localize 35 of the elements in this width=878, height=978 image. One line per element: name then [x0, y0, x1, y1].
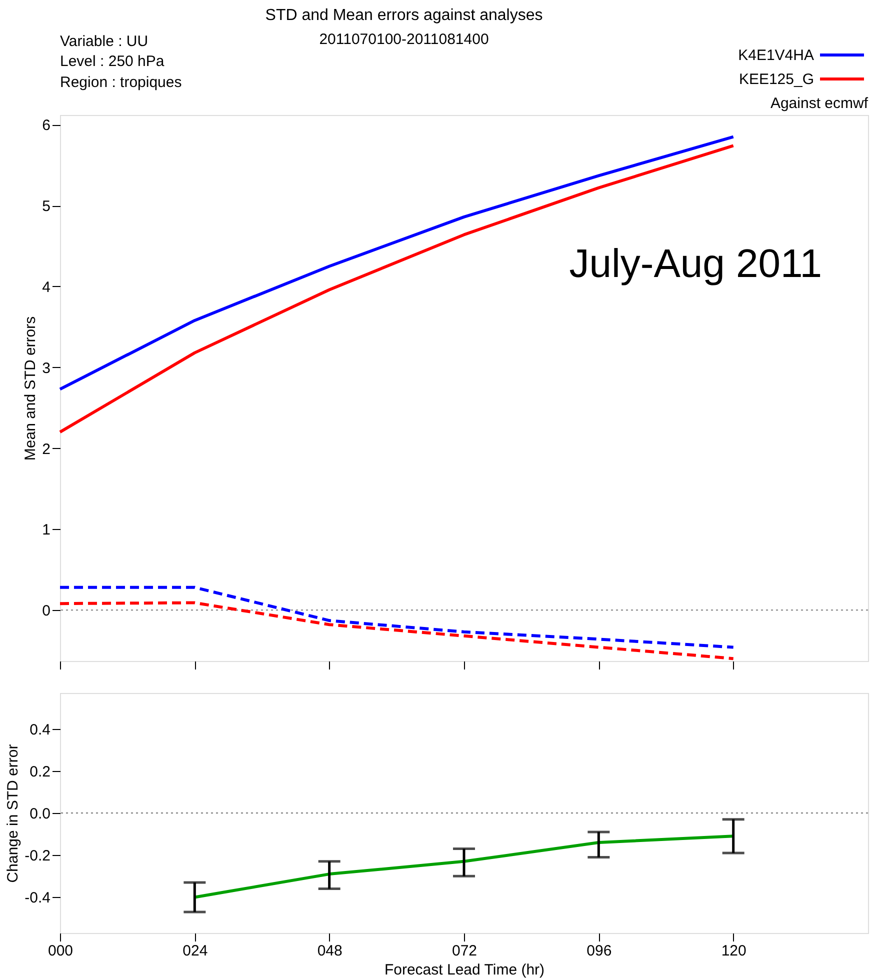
x-tick-label: 048 — [317, 942, 342, 960]
y-axis-title: Mean and STD errors — [22, 316, 40, 461]
text: Against ecmwf — [770, 95, 869, 112]
y-tick-label: 0.4 — [30, 721, 50, 738]
line-series — [58, 135, 735, 391]
x-axis-title: Forecast Lead Time (hr) — [384, 962, 545, 978]
y-tick-label: 3 — [42, 360, 50, 377]
y-axis-title: Change in STD error — [4, 744, 22, 883]
y-tick-label: 0 — [42, 602, 50, 620]
y-tick-label: 5 — [42, 198, 50, 216]
x-tick-label: 000 — [48, 942, 74, 960]
chart-subtitle: 2011070100-2011081400 — [319, 31, 489, 48]
text: Region : tropiques — [60, 74, 182, 91]
line-series — [193, 834, 735, 899]
y-tick-label: -0.4 — [24, 890, 50, 907]
annotation: July-Aug 2011 — [569, 242, 822, 286]
text: Level : 250 hPa — [60, 53, 165, 70]
legend-label: K4E1V4HA — [738, 47, 814, 64]
y-tick-label: 1 — [42, 522, 50, 539]
y-tick-label: 4 — [42, 278, 50, 296]
line-series — [58, 586, 735, 649]
y-tick-label: 0.2 — [30, 763, 50, 780]
chart-title: STD and Mean errors against analyses — [265, 7, 543, 24]
y-tick-label: -0.2 — [24, 848, 50, 865]
x-tick-label: 096 — [586, 942, 612, 960]
x-tick-label: 024 — [182, 942, 208, 960]
legend-label: KEE125_G — [738, 71, 814, 88]
line-series — [58, 144, 735, 434]
y-tick-label: 2 — [42, 440, 50, 458]
x-tick-label: 120 — [721, 942, 746, 960]
y-tick-label: 0.0 — [30, 806, 50, 822]
line-series — [58, 601, 735, 660]
x-tick-label: 072 — [452, 942, 478, 960]
text: Variable : UU — [60, 33, 148, 50]
y-tick-label: 6 — [42, 117, 50, 134]
